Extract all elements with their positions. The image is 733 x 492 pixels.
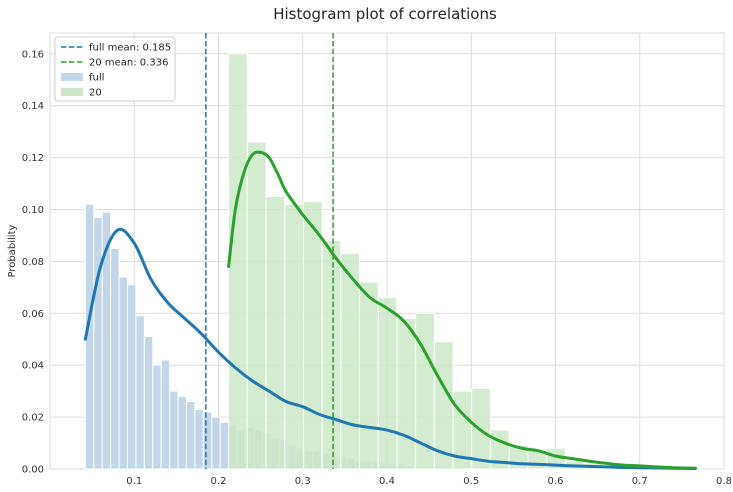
y-axis-label: Probability (7, 224, 18, 277)
y-tick-label: 0.02 (22, 413, 44, 424)
bar-20 (396, 317, 417, 470)
x-tick-label: 0.3 (295, 476, 311, 487)
y-tick-label: 0.06 (22, 309, 44, 320)
kde-line-full (83, 227, 697, 470)
bar-full (135, 315, 145, 470)
y-tick-label: 0.04 (22, 361, 44, 372)
bar-full (194, 408, 204, 470)
bar-20 (284, 203, 304, 470)
bar-20 (359, 281, 379, 470)
bar-full (185, 401, 196, 470)
bar-full (152, 364, 162, 470)
chart-title: Histogram plot of correlations (273, 5, 497, 23)
y-tick-label: 0.08 (22, 257, 44, 268)
bar-20 (321, 240, 342, 470)
x-tick-label: 0.6 (548, 476, 564, 487)
legend-mean-label: full mean: 0.185 (89, 43, 171, 54)
y-tick-label: 0.16 (22, 49, 44, 60)
y-tick-label: 0.00 (22, 465, 44, 476)
tick-labels: 0.1 0.2 0.3 0.4 0.5 0.6 0.7 0.8 0.00 0.02 0.04 0.06… (22, 49, 732, 487)
bar-20 (302, 201, 323, 470)
legend-series-label: 20 (89, 88, 102, 99)
bar-full (169, 390, 179, 470)
x-tick-label: 0.2 (211, 476, 227, 487)
bar-full (219, 421, 230, 470)
bar-20 (340, 253, 361, 470)
x-tick-label: 0.7 (632, 476, 648, 487)
bar-full (93, 216, 103, 470)
bar-20 (228, 53, 248, 470)
bar-20 (265, 196, 286, 470)
bar-full (160, 359, 171, 470)
kde-curves (83, 150, 697, 470)
kde-line-20 (227, 150, 697, 470)
bar-full (211, 416, 221, 470)
legend-series-label: full (89, 73, 104, 84)
x-tick-label: 0.1 (126, 476, 142, 487)
legend: full mean: 0.185 20 mean: 0.336 full 20 (54, 36, 176, 102)
mean-lines (205, 33, 334, 469)
legend-box (54, 36, 176, 102)
y-tick-label: 0.14 (22, 101, 44, 112)
x-tick-label: 0.4 (379, 476, 395, 487)
bar-full (177, 395, 187, 470)
bar-20 (246, 141, 267, 470)
x-tick-label: 0.8 (716, 476, 732, 487)
legend-bar-swatch (61, 73, 83, 81)
legend-mean-label: 20 mean: 0.336 (89, 58, 168, 69)
y-tick-label: 0.12 (22, 153, 44, 164)
bar-full (143, 336, 154, 470)
legend-bar-swatch (61, 88, 83, 96)
bar-20 (377, 297, 398, 470)
bar-full (202, 411, 213, 470)
bar-full (127, 284, 137, 470)
bar-full (118, 276, 129, 470)
bar-full (110, 247, 120, 470)
y-tick-label: 0.10 (22, 205, 44, 216)
x-tick-label: 0.5 (463, 476, 479, 487)
